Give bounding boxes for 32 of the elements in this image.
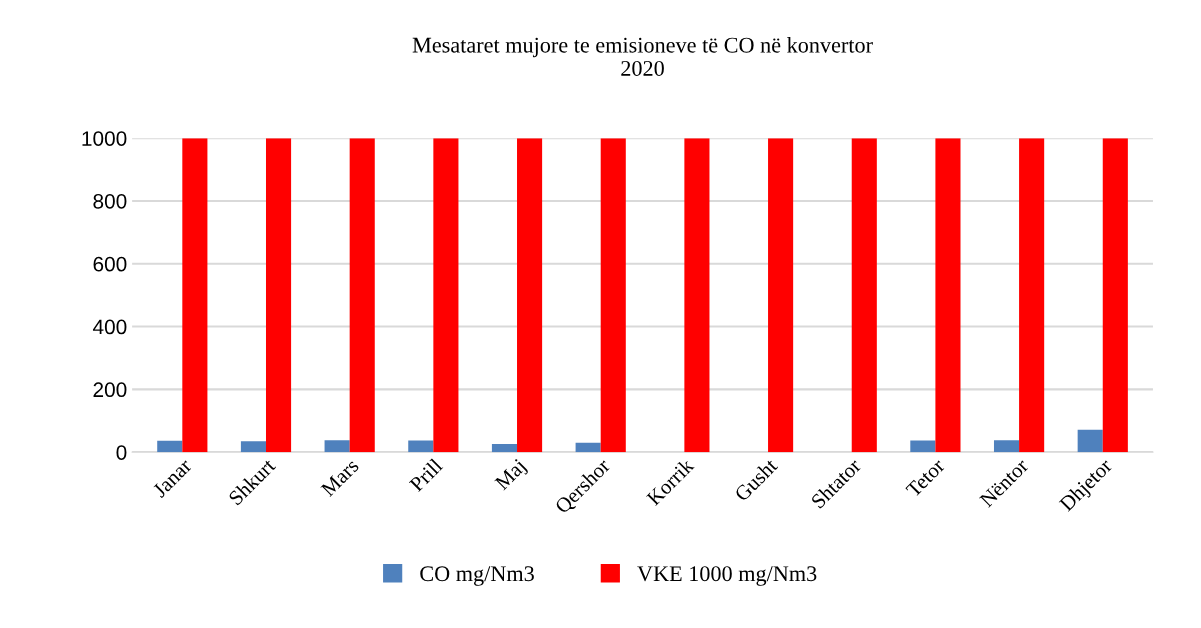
y-tick-label: 1000 [82,131,127,146]
bar [433,138,459,453]
bar [575,442,601,453]
bar [157,440,183,453]
bar [910,440,936,453]
chart-title: Mesataret mujore te emisioneve të CO në konvertor 2020 [412,37,873,76]
bar [517,138,543,453]
y-tick-label: 600 [93,256,127,272]
x-tick-label: Maj [494,458,530,494]
bar [768,138,794,453]
bar [935,138,961,453]
bar [600,138,626,453]
bar [324,440,350,453]
bar [684,138,710,453]
y-tick-label: 400 [92,319,127,335]
bar [349,138,375,453]
x-tick-label: Prill [408,457,444,493]
bar [851,138,877,453]
bar [265,138,292,453]
legend-label: VKE 1000 mg/Nm3 [637,566,817,586]
bar [240,441,266,453]
y-tick-label: 800 [93,193,127,209]
bar [1019,138,1045,453]
y-tick-label: 200 [93,382,127,398]
bar [182,138,208,453]
bar [491,444,518,453]
bar [993,440,1020,453]
bar [408,440,434,453]
bar [1102,138,1128,453]
legend-label: CO mg/Nm3 [420,566,534,586]
y-tick-label: 0 [116,445,127,460]
bar [1077,429,1103,453]
